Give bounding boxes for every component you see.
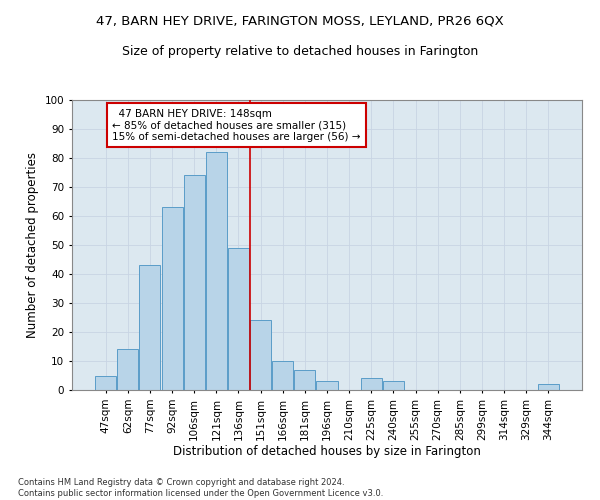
Bar (161, 208, 182, 390)
Bar (295, 370, 316, 390)
Bar (316, 382, 338, 390)
Text: Size of property relative to detached houses in Farington: Size of property relative to detached ho… (122, 45, 478, 58)
Y-axis label: Number of detached properties: Number of detached properties (26, 152, 39, 338)
Bar (228, 248, 249, 390)
Bar (206, 152, 227, 390)
X-axis label: Distribution of detached houses by size in Farington: Distribution of detached houses by size … (173, 446, 481, 458)
Bar (139, 266, 160, 390)
Bar (118, 350, 139, 390)
Bar (95, 376, 116, 390)
Bar (184, 176, 205, 390)
Text: 47, BARN HEY DRIVE, FARINGTON MOSS, LEYLAND, PR26 6QX: 47, BARN HEY DRIVE, FARINGTON MOSS, LEYL… (96, 15, 504, 28)
Bar (250, 320, 271, 390)
Bar (383, 382, 404, 390)
Bar (272, 361, 293, 390)
Text: 47 BARN HEY DRIVE: 148sqm
← 85% of detached houses are smaller (315)
15% of semi: 47 BARN HEY DRIVE: 148sqm ← 85% of detac… (112, 108, 361, 142)
Bar (361, 378, 382, 390)
Bar (538, 384, 559, 390)
Text: Contains HM Land Registry data © Crown copyright and database right 2024.
Contai: Contains HM Land Registry data © Crown c… (18, 478, 383, 498)
